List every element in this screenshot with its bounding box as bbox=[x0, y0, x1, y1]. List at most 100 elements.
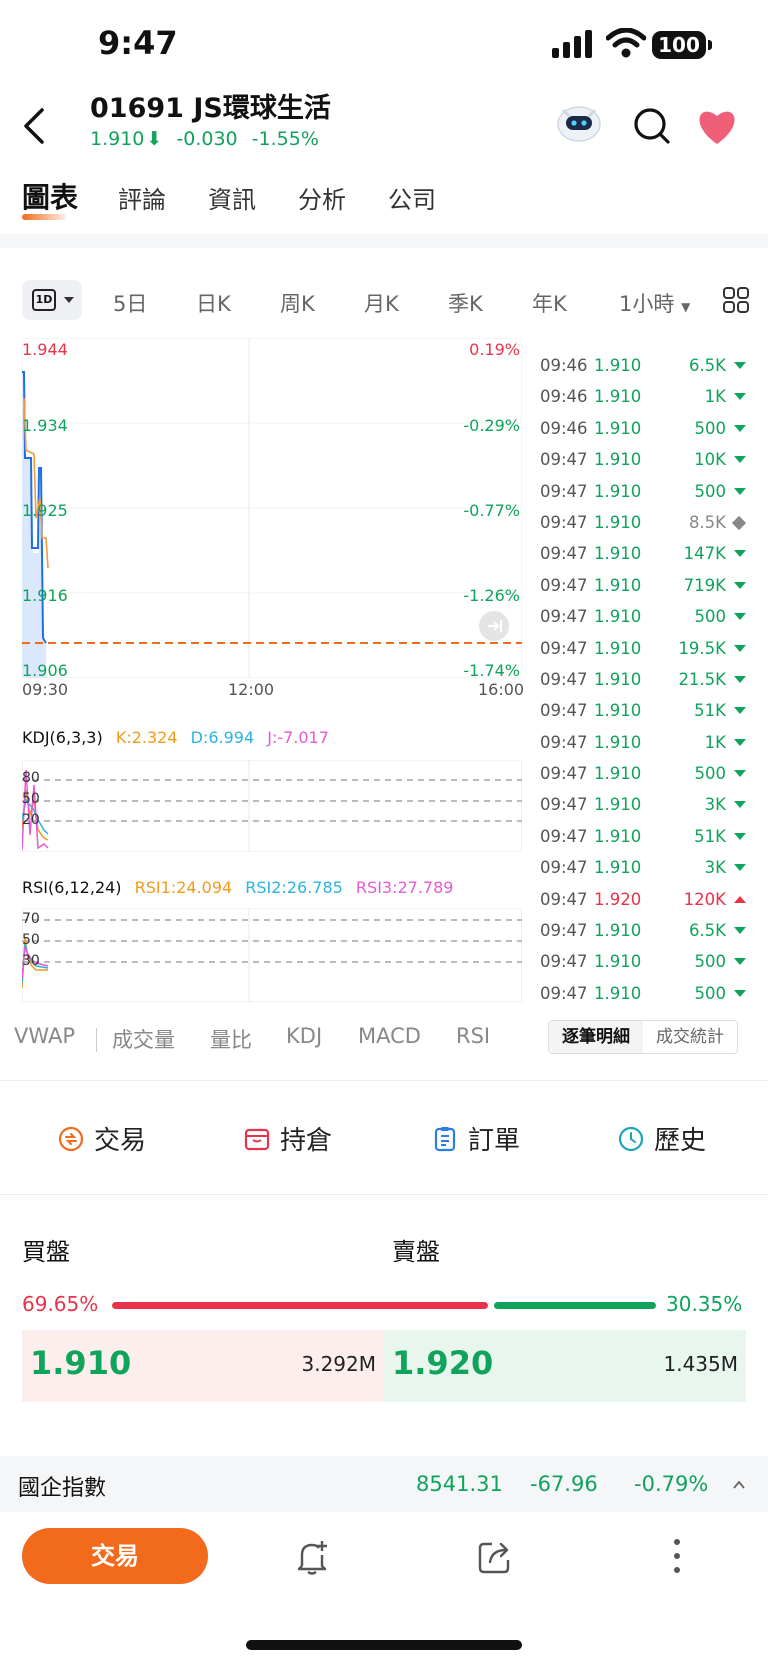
indicator-rsi[interactable]: RSI bbox=[456, 1024, 491, 1048]
kdj-title: KDJ(6,3,3) bbox=[22, 728, 103, 747]
period-daily-k[interactable]: 日K bbox=[196, 292, 231, 316]
tab-comments[interactable]: 評論 bbox=[118, 186, 166, 214]
tick-row: 09:47 1.910 3K bbox=[540, 854, 750, 885]
trade-ticks-list[interactable]: 09:46 1.910 6.5K 09:46 1.910 1K 09:46 1.910 500 0… bbox=[540, 352, 750, 1011]
bid-price: 1.910 bbox=[30, 1344, 132, 1382]
tick-price: 1.910 bbox=[594, 481, 642, 501]
tick-row: 09:46 1.910 6.5K bbox=[540, 352, 750, 383]
trade-button[interactable]: 交易 bbox=[22, 1528, 208, 1584]
period-1hour-dropdown[interactable]: 1小時 ▼ bbox=[619, 288, 690, 318]
tick-time: 09:47 bbox=[540, 858, 588, 878]
favorite-heart-icon[interactable] bbox=[694, 106, 740, 146]
tab-analysis[interactable]: 分析 bbox=[298, 186, 346, 214]
tick-row: 09:46 1.910 1K bbox=[540, 383, 750, 414]
rsi-level-50: 50 bbox=[22, 932, 40, 948]
tab-chart[interactable]: 圖表 bbox=[22, 181, 79, 214]
divider bbox=[0, 1194, 768, 1195]
tab-tick-detail[interactable]: 逐筆明細 bbox=[549, 1021, 643, 1053]
price-alert-bell-icon[interactable] bbox=[294, 1538, 330, 1576]
chevron-up-icon[interactable] bbox=[732, 1478, 746, 1492]
tick-volume: 6.5K bbox=[688, 921, 726, 941]
robot-assistant-icon[interactable] bbox=[555, 100, 603, 144]
tick-time: 09:47 bbox=[540, 607, 588, 627]
grid-layout-icon[interactable] bbox=[722, 286, 750, 314]
tick-time: 09:47 bbox=[540, 544, 588, 564]
period-1d-dropdown[interactable]: 1D bbox=[22, 280, 82, 320]
pct-label-3: -0.77% bbox=[463, 501, 520, 520]
down-arrow-icon bbox=[734, 675, 746, 683]
tick-volume: 500 bbox=[694, 952, 727, 972]
kdj-chart[interactable] bbox=[22, 760, 522, 852]
intraday-chart[interactable] bbox=[22, 338, 522, 678]
ask-volume: 1.435M bbox=[663, 1352, 738, 1376]
trade-icon bbox=[58, 1126, 84, 1152]
index-ticker[interactable]: 國企指數 8541.31 -67.96 -0.79% bbox=[0, 1456, 768, 1512]
tick-volume: 3K bbox=[704, 858, 726, 878]
period-quarterly-k[interactable]: 季K bbox=[448, 292, 483, 316]
down-arrow-icon bbox=[734, 424, 746, 432]
vwap-line bbox=[23, 397, 49, 569]
price-change: -0.030 bbox=[176, 128, 238, 150]
down-arrow-icon bbox=[734, 738, 746, 746]
tick-price: 1.910 bbox=[594, 387, 642, 407]
indicator-vwap[interactable]: VWAP bbox=[14, 1024, 76, 1048]
down-arrow-icon bbox=[734, 927, 746, 935]
tick-time: 09:47 bbox=[540, 450, 588, 470]
section-divider bbox=[0, 234, 768, 248]
active-tab-indicator bbox=[22, 214, 66, 220]
period-1d-label: 1D bbox=[32, 289, 56, 311]
tick-volume: 6.5K bbox=[688, 356, 726, 375]
y-label-3: 1.925 bbox=[22, 501, 68, 520]
kdj-level-20: 20 bbox=[22, 812, 40, 828]
down-arrow-icon bbox=[734, 456, 746, 464]
price-area-fill bbox=[22, 372, 46, 678]
pct-label-low: -1.74% bbox=[463, 661, 520, 680]
tick-volume: 1K bbox=[704, 387, 726, 407]
tick-volume: 120K bbox=[683, 889, 726, 909]
period-yearly-k[interactable]: 年K bbox=[532, 292, 567, 316]
rsi-3: RSI3:27.789 bbox=[355, 878, 454, 897]
orders-action-label: 訂單 bbox=[468, 1126, 521, 1156]
tick-time: 09:47 bbox=[540, 481, 588, 501]
back-arrow-icon[interactable] bbox=[16, 104, 52, 148]
kdj-level-50: 50 bbox=[22, 791, 40, 807]
rsi-chart[interactable] bbox=[22, 908, 522, 1002]
indicator-kdj[interactable]: KDJ bbox=[286, 1024, 323, 1048]
period-5day[interactable]: 5日 bbox=[113, 292, 148, 316]
tab-trade-stats[interactable]: 成交統計 bbox=[656, 1027, 724, 1047]
down-arrow-icon bbox=[734, 550, 746, 558]
tick-time: 09:47 bbox=[540, 575, 588, 595]
ask-ratio-bar bbox=[494, 1302, 656, 1309]
period-monthly-k[interactable]: 月K bbox=[364, 292, 399, 316]
tick-time: 09:47 bbox=[540, 638, 588, 658]
rsi-level-70: 70 bbox=[22, 911, 40, 927]
share-icon[interactable] bbox=[476, 1538, 514, 1576]
tab-company[interactable]: 公司 bbox=[388, 186, 436, 214]
indicator-volume-ratio[interactable]: 量比 bbox=[210, 1028, 252, 1052]
tick-volume: 51K bbox=[694, 826, 726, 846]
tick-volume: 719K bbox=[683, 575, 726, 595]
search-icon[interactable] bbox=[632, 106, 672, 146]
best-ask-row[interactable]: 1.920 1.435M bbox=[384, 1330, 746, 1402]
down-arrow-icon bbox=[734, 613, 746, 621]
up-arrow-icon bbox=[734, 895, 746, 903]
more-options-icon[interactable] bbox=[672, 1538, 682, 1574]
chevron-down-icon: ▼ bbox=[681, 300, 691, 314]
tick-price: 1.910 bbox=[594, 356, 642, 375]
home-indicator bbox=[246, 1640, 522, 1650]
down-arrow-icon bbox=[734, 581, 746, 589]
bid-percentage: 69.65% bbox=[22, 1292, 99, 1316]
tab-news[interactable]: 資訊 bbox=[208, 186, 256, 214]
indicator-volume[interactable]: 成交量 bbox=[112, 1028, 175, 1052]
tick-row: 09:47 1.910 500 bbox=[540, 948, 750, 979]
tick-price: 1.910 bbox=[594, 450, 642, 470]
tick-price: 1.910 bbox=[594, 952, 642, 972]
tick-time: 09:47 bbox=[540, 826, 588, 846]
best-bid-row[interactable]: 1.910 3.292M bbox=[22, 1330, 384, 1402]
period-weekly-k[interactable]: 周K bbox=[280, 292, 315, 316]
indicator-macd[interactable]: MACD bbox=[358, 1024, 421, 1048]
history-action-label: 歷史 bbox=[654, 1126, 707, 1156]
stock-header: 01691 JS環球生活 1.910 ⬇ -0.030 -1.55% bbox=[0, 84, 768, 164]
kdj-legend: KDJ(6,3,3) K:2.324 D:6.994 J:-7.017 bbox=[22, 728, 337, 747]
bid-ratio-bar bbox=[112, 1302, 488, 1309]
